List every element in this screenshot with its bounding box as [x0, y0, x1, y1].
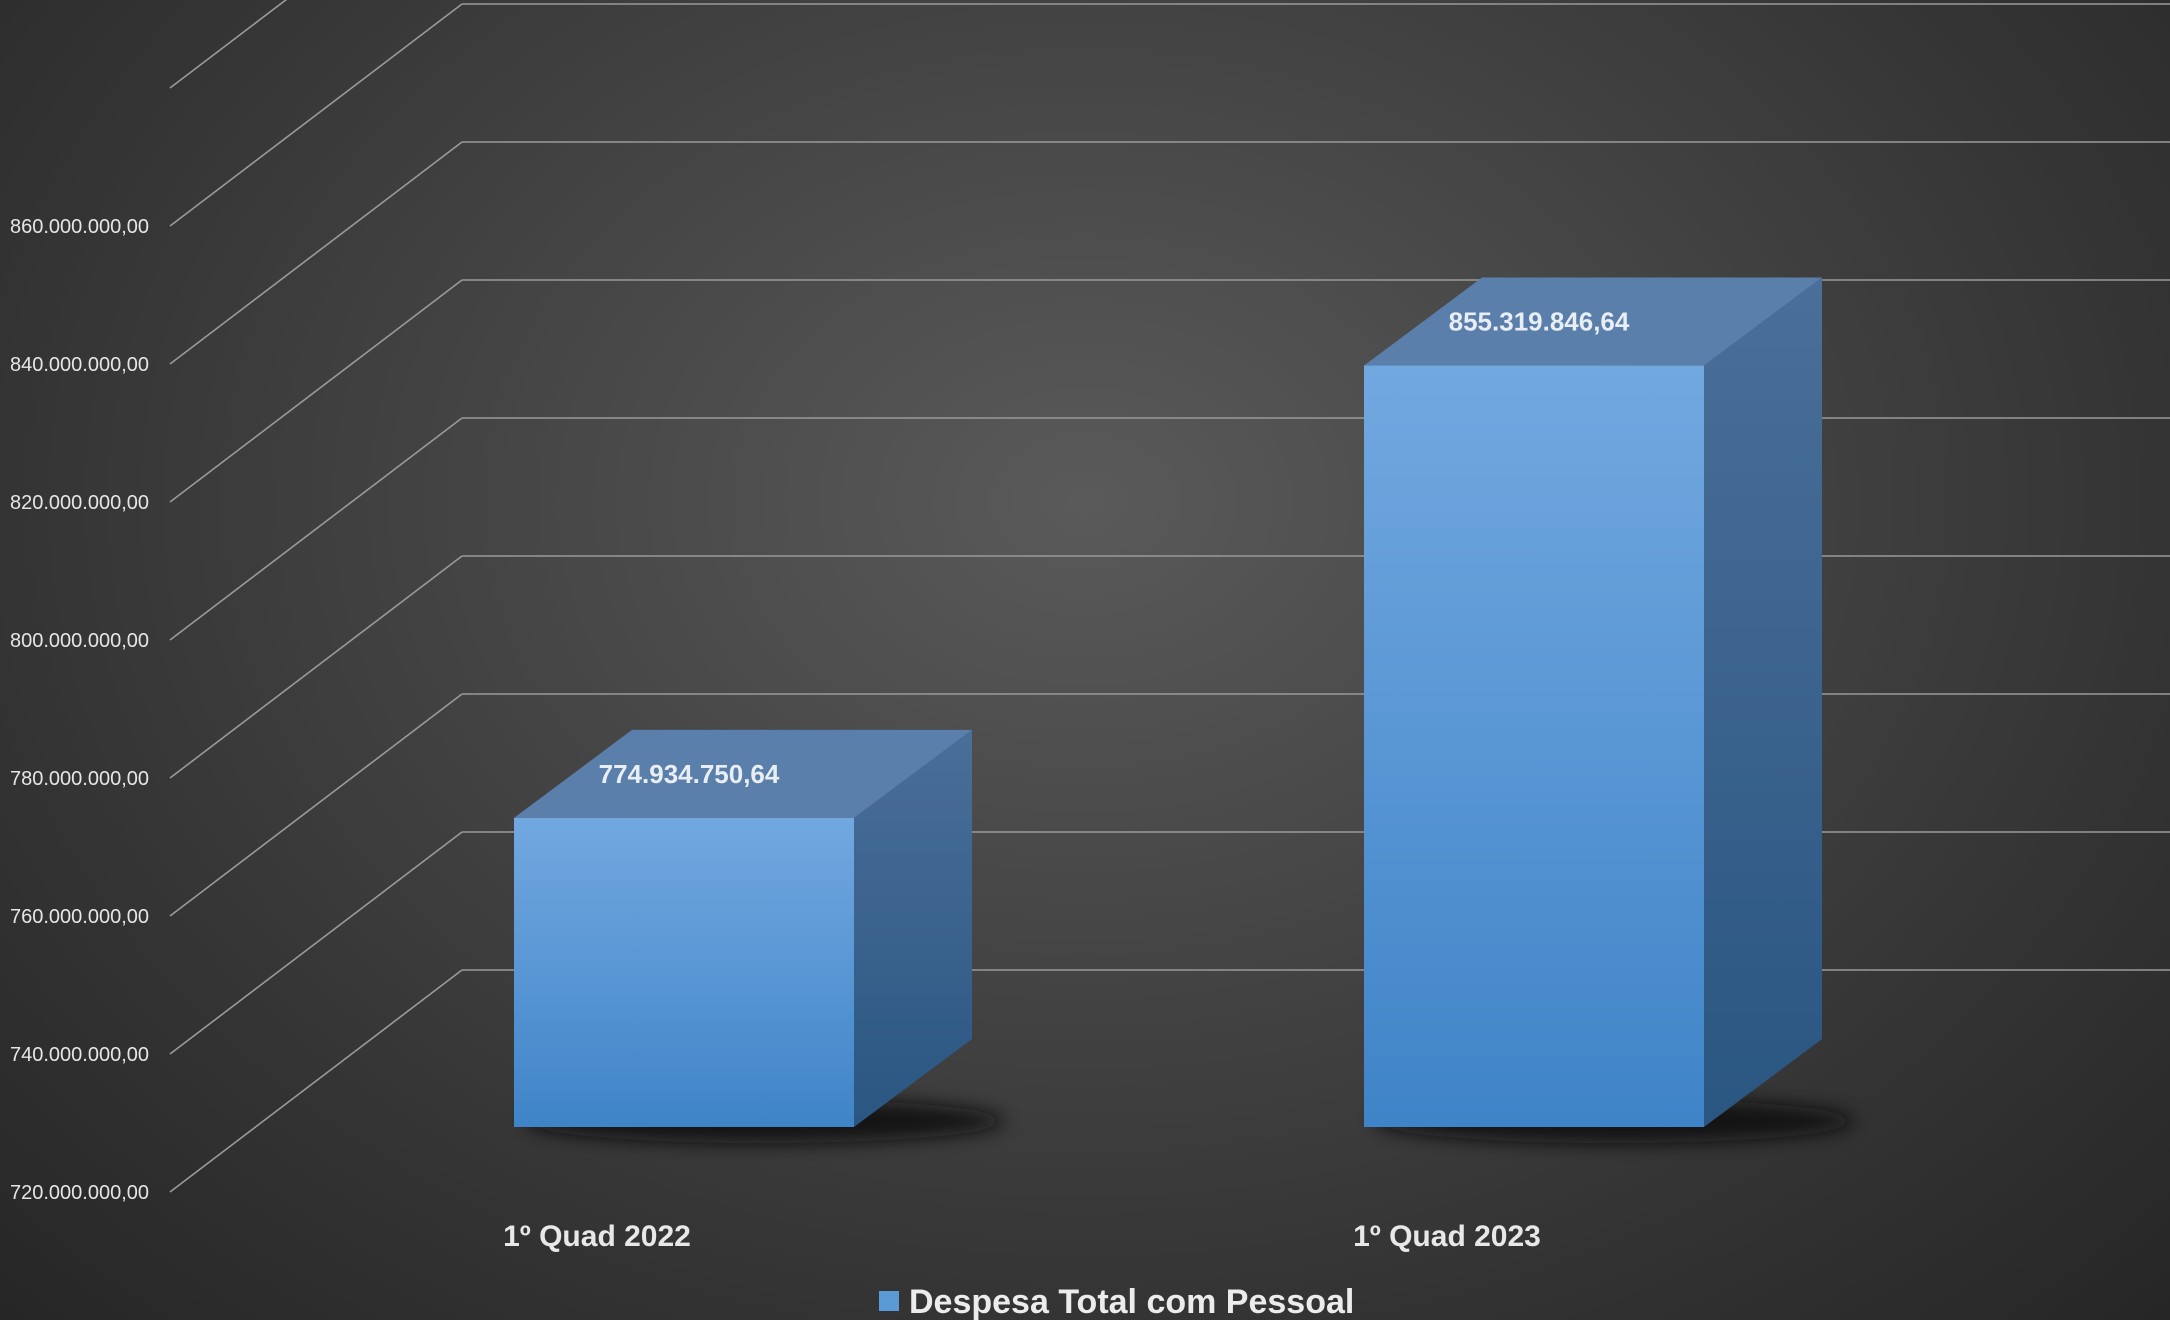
gridline-diagonal — [169, 555, 463, 779]
gridline-diagonal — [169, 279, 463, 503]
data-label: 855.319.846,64 — [1449, 307, 1630, 337]
bars: 774.934.750,64 855.319.846,64 — [514, 277, 1854, 1143]
gridline-diagonal — [169, 693, 463, 917]
legend-label: Despesa Total com Pessoal — [909, 1283, 1354, 1320]
bar-side-face — [1704, 277, 1822, 1127]
y-tick-label: 780.000.000,00 — [10, 768, 149, 790]
x-category-label: 1º Quad 2022 — [503, 1220, 691, 1253]
bar: 774.934.750,64 — [514, 729, 1004, 1143]
gridline-diagonal — [169, 969, 463, 1193]
y-tick-label: 840.000.000,00 — [10, 354, 149, 376]
gridline-diagonal — [169, 141, 463, 365]
bar-front-face — [514, 817, 854, 1127]
legend-swatch — [879, 1291, 899, 1311]
gridline-diagonal — [169, 417, 463, 641]
bar-front-face — [1364, 365, 1704, 1127]
y-axis-ticks: 720.000.000,00 740.000.000,00 760.000.000,… — [10, 216, 149, 1204]
gridlines — [169, 0, 2170, 1193]
x-category-label: 1º Quad 2023 — [1353, 1220, 1541, 1253]
y-tick-label: 800.000.000,00 — [10, 630, 149, 652]
data-label: 774.934.750,64 — [599, 759, 780, 789]
x-axis-categories: 1º Quad 2022 1º Quad 2023 — [503, 1220, 1541, 1253]
y-tick-label: 860.000.000,00 — [10, 216, 149, 238]
bar-top-face — [514, 729, 972, 818]
gridline-diagonal — [169, 0, 288, 89]
bar-top-face — [1364, 277, 1822, 366]
gridline-diagonal — [169, 831, 463, 1055]
y-tick-label: 760.000.000,00 — [10, 906, 149, 928]
y-tick-label: 820.000.000,00 — [10, 492, 149, 514]
bar: 855.319.846,64 — [1364, 277, 1854, 1143]
legend: Despesa Total com Pessoal — [879, 1283, 1354, 1320]
bar-side-face — [854, 729, 972, 1127]
gridline-diagonal — [169, 3, 463, 227]
y-tick-label: 740.000.000,00 — [10, 1044, 149, 1066]
y-tick-label: 720.000.000,00 — [10, 1182, 149, 1204]
